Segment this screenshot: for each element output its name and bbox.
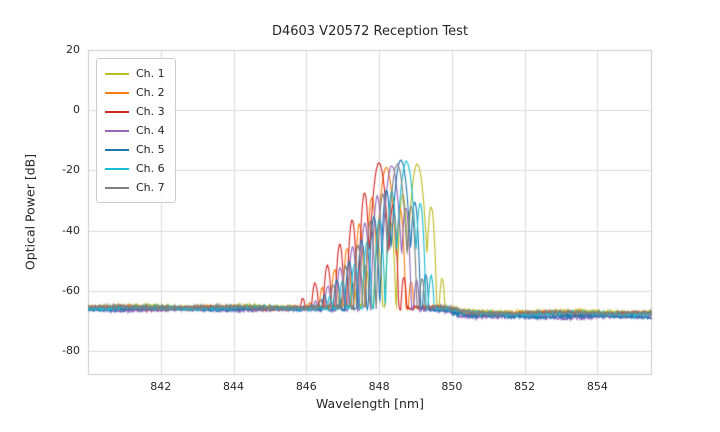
legend-label: Ch. 3	[136, 105, 165, 118]
y-axis-label: Optical Power [dB]	[22, 153, 38, 271]
legend-item: Ch. 5	[105, 140, 165, 159]
x-axis-label: Wavelength [nm]	[316, 396, 424, 411]
x-tick-label: 850	[441, 380, 463, 393]
legend-item: Ch. 1	[105, 64, 165, 83]
legend-label: Ch. 5	[136, 143, 165, 156]
x-tick-label: 852	[514, 380, 536, 393]
legend-line-swatch	[105, 72, 129, 75]
y-tick-label: -20	[62, 163, 80, 177]
legend-line-swatch	[105, 186, 129, 189]
legend-label: Ch. 7	[136, 181, 165, 194]
y-tick-label: -40	[62, 223, 80, 237]
legend-line-swatch	[105, 129, 129, 132]
legend-line-swatch	[105, 148, 129, 151]
x-tick-label: 846	[295, 380, 317, 393]
x-tick-label: 842	[150, 380, 172, 393]
y-tick-label: -80	[62, 343, 80, 357]
legend-line-swatch	[105, 110, 129, 113]
legend-line-swatch	[105, 167, 129, 170]
legend-item: Ch. 4	[105, 121, 165, 140]
chart-title: D4603 V20572 Reception Test	[271, 24, 469, 39]
x-tick-label: 844	[223, 380, 245, 393]
legend-label: Ch. 1	[136, 67, 165, 80]
y-tick-label: -60	[62, 283, 80, 297]
legend-label: Ch. 4	[136, 124, 165, 137]
y-tick-label: 0	[73, 103, 80, 117]
y-tick-label: 20	[66, 43, 80, 56]
legend-item: Ch. 7	[105, 178, 165, 197]
legend-line-swatch	[105, 91, 129, 94]
legend-item: Ch. 3	[105, 102, 165, 121]
x-tick-label: 854	[586, 380, 608, 393]
legend-label: Ch. 6	[136, 162, 165, 175]
x-tick-label: 848	[368, 380, 390, 393]
legend: Ch. 1 Ch. 2 Ch. 3 Ch. 4 Ch. 5 Ch. 6 Ch. 7	[96, 58, 176, 203]
legend-item: Ch. 6	[105, 159, 165, 178]
legend-label: Ch. 2	[136, 86, 165, 99]
legend-item: Ch. 2	[105, 83, 165, 102]
